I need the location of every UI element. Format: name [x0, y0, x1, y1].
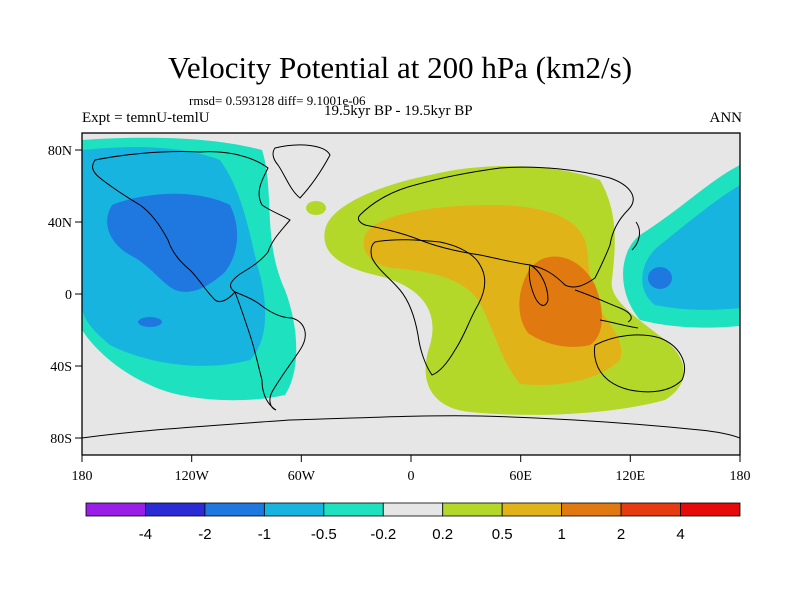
colorbar-label: 1 — [557, 526, 565, 543]
lon-labels: 180 120W 60W 0 60E 120E 180 — [72, 469, 751, 484]
lat-label: 0 — [65, 288, 72, 303]
field-neg-1-east — [648, 267, 672, 289]
colorbar — [85, 502, 741, 517]
colorbar-swatch — [680, 502, 741, 517]
field-neg-1-west — [107, 193, 238, 292]
coastlines — [82, 144, 740, 439]
field-neg-1-spot — [138, 317, 162, 327]
colorbar-swatch — [620, 502, 681, 517]
colorbar-label: -0.2 — [370, 526, 396, 543]
lat-label: 40S — [50, 360, 72, 375]
experiment-label: Expt = temnU-temlU — [82, 110, 210, 126]
colorbar-label: -2 — [198, 526, 211, 543]
lat-label: 40N — [48, 216, 72, 231]
lat-ticks — [75, 149, 82, 439]
colorbar-label: -0.5 — [311, 526, 337, 543]
lon-ticks — [81, 455, 741, 462]
lon-label: 180 — [72, 469, 93, 484]
colorbar-swatch — [323, 502, 384, 517]
colorbar-swatch — [382, 502, 444, 517]
lon-label: 0 — [408, 469, 415, 484]
lat-label: 80N — [48, 144, 72, 159]
lon-label: 120W — [175, 469, 210, 484]
lon-label: 120E — [616, 469, 646, 484]
lon-label: 180 — [730, 469, 751, 484]
field-pos-0-2-spot — [306, 201, 326, 215]
colorbar-swatch — [145, 502, 206, 517]
colorbar-label: 2 — [617, 526, 625, 543]
colorbar-swatch — [204, 502, 265, 517]
lat-label: 80S — [50, 432, 72, 447]
stats-text: rmsd= 0.593128 diff= 9.1001e-06 — [189, 93, 366, 108]
season-label: ANN — [709, 110, 743, 126]
colorbar-swatch — [85, 502, 146, 517]
lon-label: 60W — [288, 469, 316, 484]
colorbar-swatch — [561, 502, 622, 517]
lon-label: 60E — [509, 469, 532, 484]
lat-labels: 80N 40N 0 40S 80S — [48, 144, 72, 447]
colorbar-label: 0.5 — [492, 526, 513, 543]
colorbar-label: -4 — [139, 526, 152, 543]
period-label: 19.5kyr BP - 19.5kyr BP — [324, 103, 473, 119]
map-field — [82, 133, 740, 455]
colorbar-swatch — [501, 502, 563, 517]
colorbar-label: 0.2 — [432, 526, 453, 543]
colorbar-swatch — [442, 502, 503, 517]
colorbar-labels: -4 -2 -1 -0.5 -0.2 0.2 0.5 1 2 4 — [139, 526, 685, 543]
field-pos-1 — [519, 256, 602, 347]
page-title: Velocity Potential at 200 hPa (km2/s) — [167, 50, 633, 85]
colorbar-swatch — [263, 502, 325, 517]
colorbar-label: 4 — [676, 526, 684, 543]
colorbar-label: -1 — [258, 526, 271, 543]
